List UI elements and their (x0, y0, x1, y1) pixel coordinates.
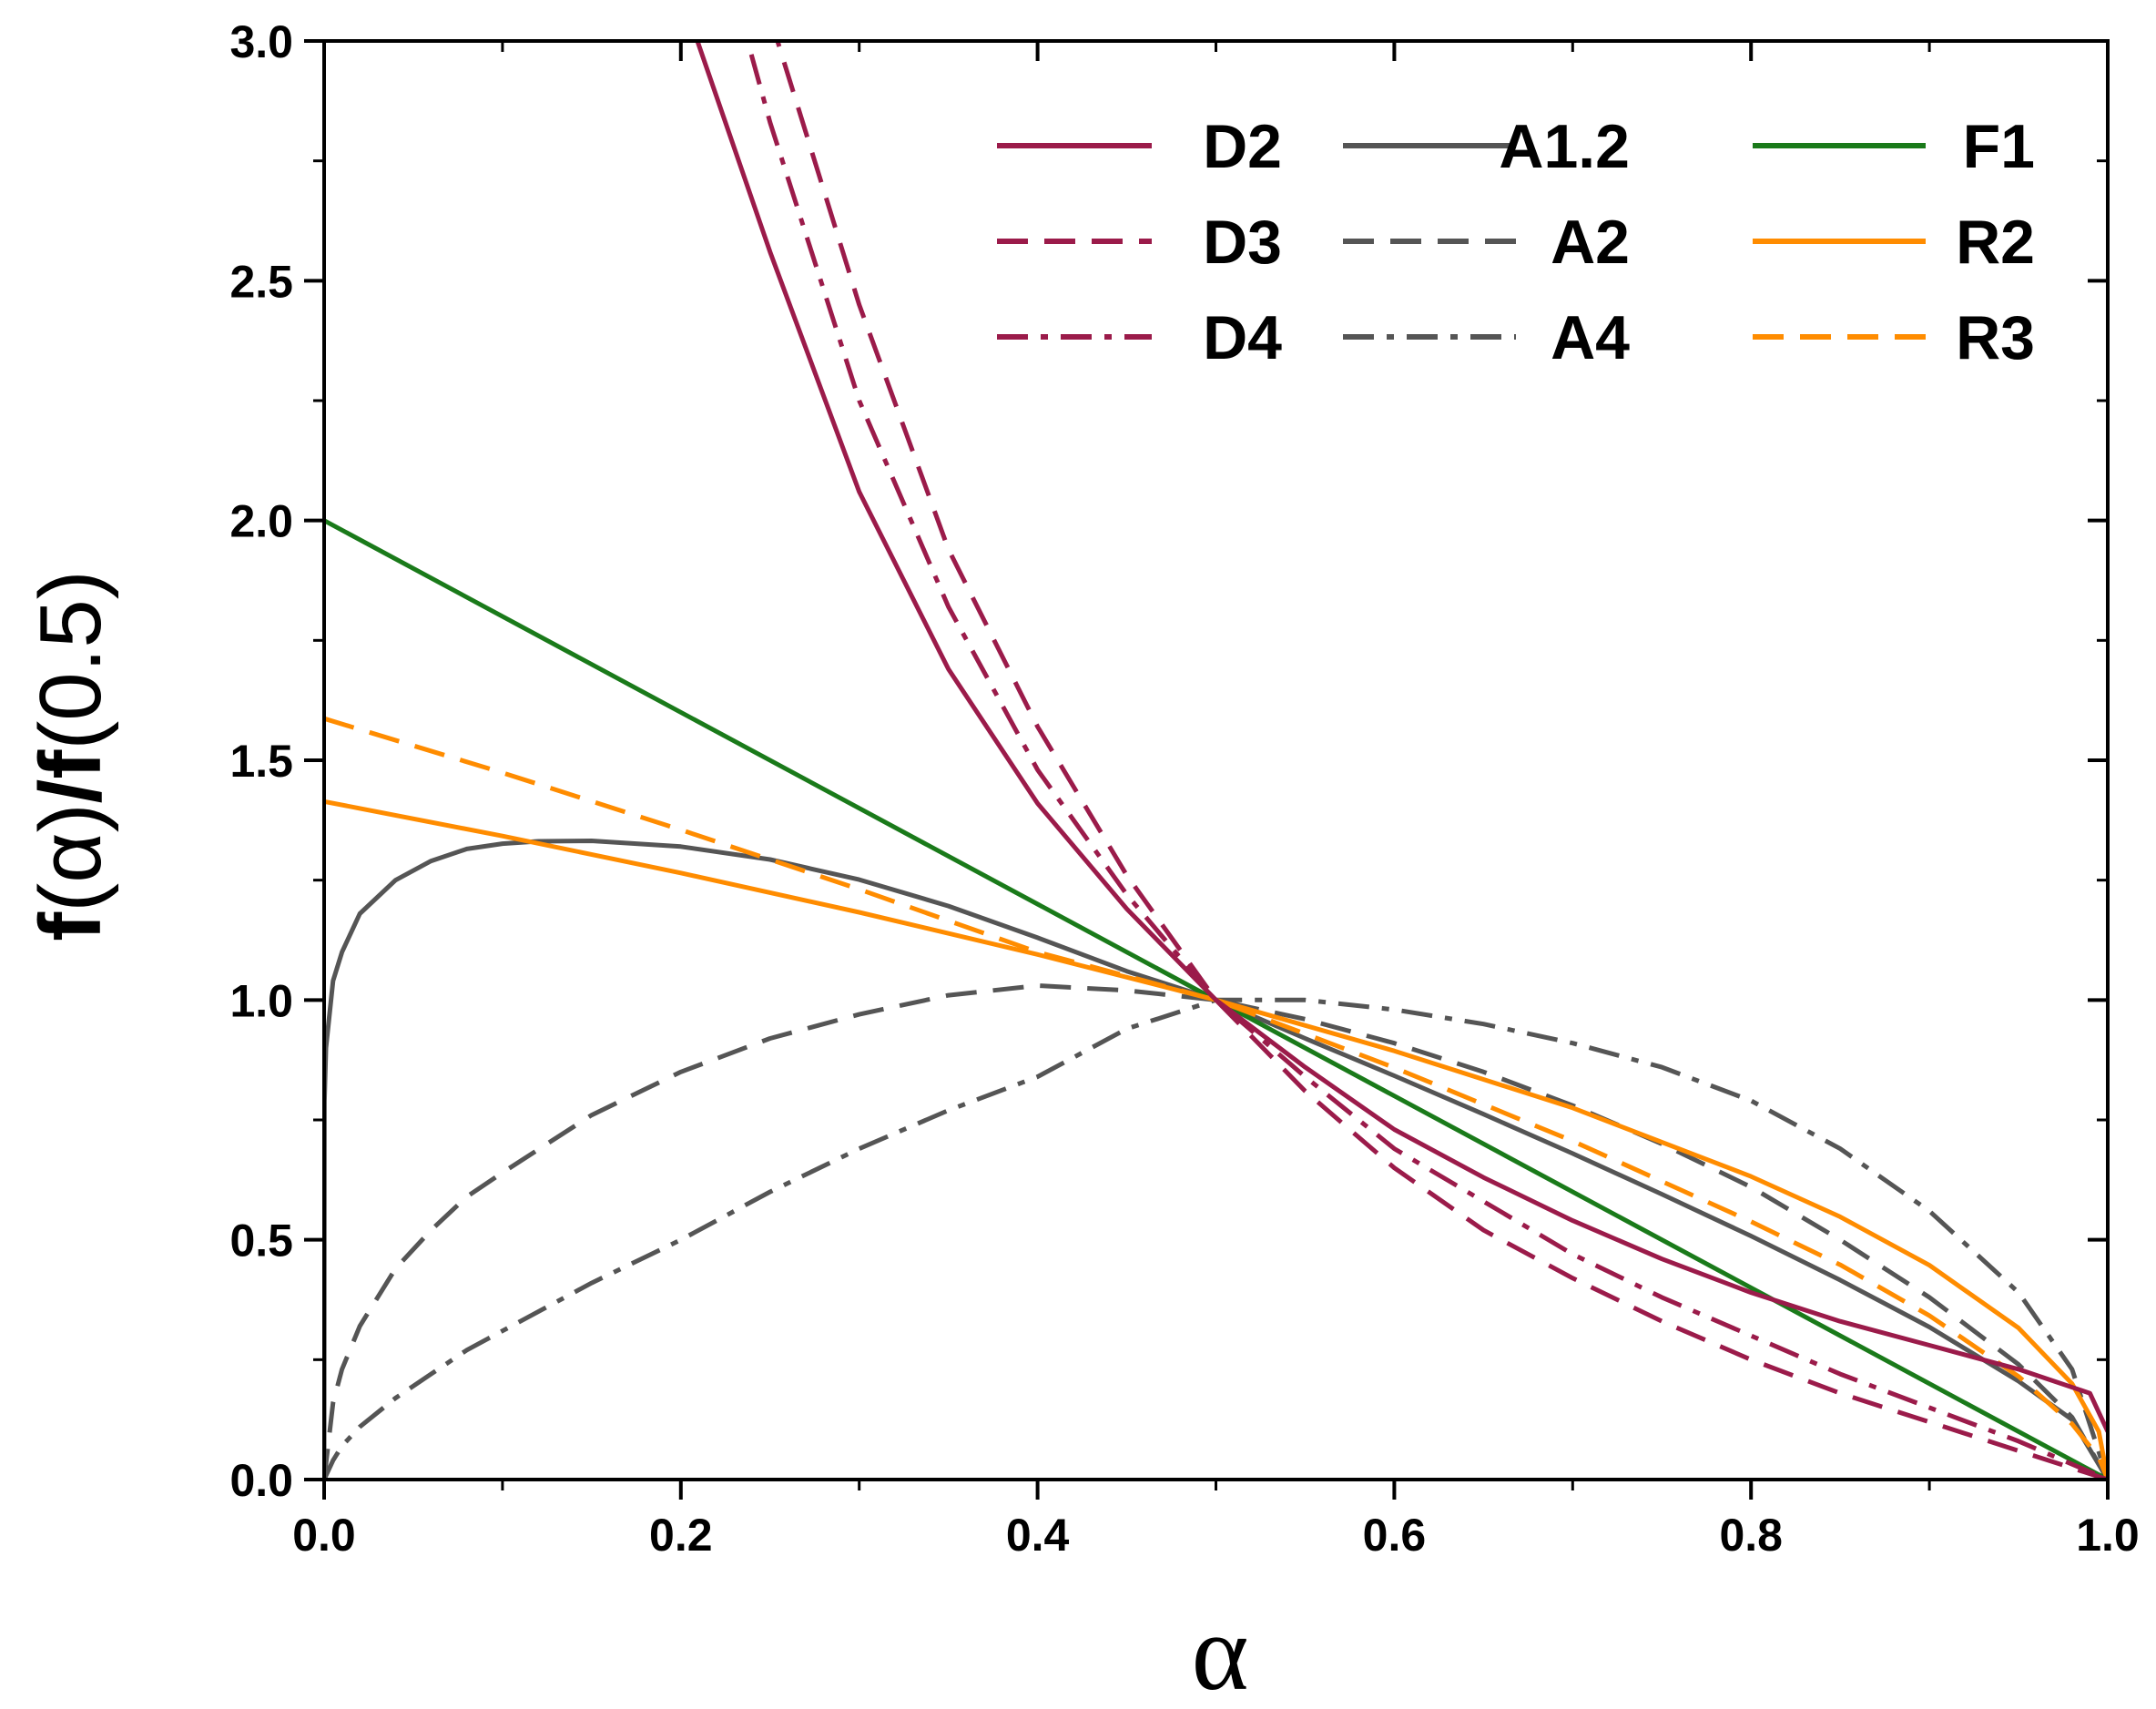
legend-label-a1-2: A1.2 (1499, 112, 1630, 181)
y-tick-label: 3.0 (229, 16, 293, 67)
svg-text:f(α)/f(0.5): f(α)/f(0.5) (22, 570, 119, 941)
y-tick-label: 0.0 (229, 1455, 293, 1506)
series-line-d2 (695, 41, 2108, 1433)
legend-label-a4: A4 (1551, 303, 1630, 372)
legend-label-r2: R2 (1956, 208, 2035, 277)
series-line-d3 (775, 41, 2108, 1480)
x-tick-label: 0.6 (1363, 1510, 1427, 1561)
legend-label-r3: R3 (1956, 303, 2035, 372)
series-line-a4 (324, 997, 2108, 1480)
series-line-r2 (324, 799, 2108, 1480)
legend-label-d3: D3 (1203, 208, 1282, 277)
series-line-d4 (745, 41, 2108, 1480)
y-tick-label: 2.0 (229, 496, 293, 547)
series-line-r3 (324, 716, 2108, 1480)
series-line-a1-2 (324, 839, 2108, 1480)
y-title-p2: (0.5) (22, 570, 119, 749)
series-layer (324, 41, 2108, 1480)
x-tick-label: 0.2 (649, 1510, 713, 1561)
y-title-f1: f (22, 911, 119, 941)
legend-label-a2: A2 (1551, 208, 1630, 277)
y-title-p1: (α) (22, 803, 119, 911)
series-line-a2 (324, 983, 2108, 1480)
legend-label-d2: D2 (1203, 112, 1282, 181)
legend-label-f1: F1 (1963, 112, 2035, 181)
x-tick-label: 0.4 (1006, 1510, 1070, 1561)
ticks-layer: 0.0 0.2 0.4 0.6 0.8 1.0 0.0 0.5 1.0 1.5 2.0 2.5 3.0 (229, 16, 2139, 1561)
y-tick-label: 1.0 (229, 975, 293, 1026)
x-tick-label: 0.0 (292, 1510, 356, 1561)
x-axis-title: α (1192, 1592, 1249, 1709)
x-tick-label: 0.8 (1719, 1510, 1783, 1561)
y-title-slash: /f (22, 749, 119, 804)
legend-label-d4: D4 (1203, 303, 1282, 372)
legend: D2 D3 D4 A1.2 A2 A4 F1 R2 R3 (997, 112, 2035, 372)
y-tick-label: 1.5 (229, 736, 293, 787)
y-tick-label: 2.5 (229, 256, 293, 307)
y-axis-title: f(α)/f(0.5) (22, 570, 119, 941)
y-tick-label: 0.5 (229, 1216, 293, 1266)
x-tick-label: 1.0 (2076, 1510, 2140, 1561)
